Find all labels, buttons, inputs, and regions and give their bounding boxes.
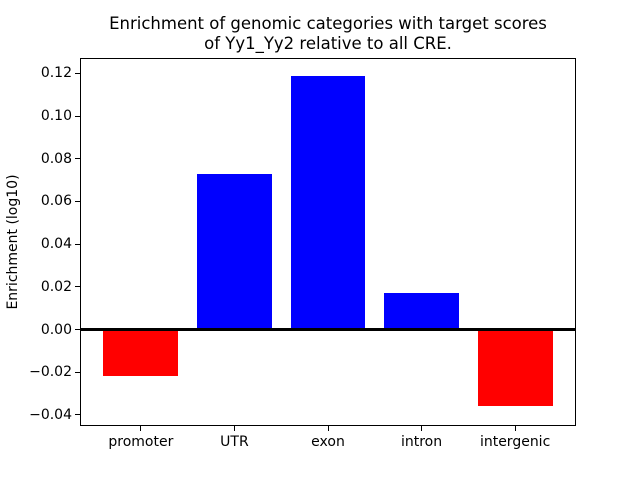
y-tick-mark xyxy=(75,115,80,117)
y-axis-label: Enrichment (log10) xyxy=(5,174,21,310)
bar-exon xyxy=(290,75,366,330)
y-tick-label: −0.02 xyxy=(29,364,72,381)
y-tick-label: 0.00 xyxy=(40,321,72,338)
y-tick-label: 0.12 xyxy=(40,65,72,82)
x-tick-mark xyxy=(514,425,516,431)
y-tick-mark xyxy=(75,371,80,373)
y-tick-label: 0.02 xyxy=(40,278,72,295)
x-tick-mark xyxy=(233,425,235,431)
bar-promoter xyxy=(103,329,179,377)
y-tick-mark xyxy=(75,200,80,202)
bar-intron xyxy=(384,293,459,330)
x-tick-label-exon: exon xyxy=(311,433,345,450)
y-tick-label: 0.06 xyxy=(40,193,72,210)
x-tick-label-intron: intron xyxy=(400,433,443,450)
x-tick-label-promoter: promoter xyxy=(108,433,174,450)
y-tick-mark xyxy=(75,72,80,74)
y-tick-mark xyxy=(75,243,80,245)
x-tick-label-intergenic: intergenic xyxy=(479,433,551,450)
x-tick-label-UTR: UTR xyxy=(220,433,249,450)
y-tick-label: 0.04 xyxy=(40,236,72,253)
chart-title-line-2: of Yy1_Yy2 relative to all CRE. xyxy=(204,34,452,53)
bar-intergenic xyxy=(477,329,553,407)
y-tick-label: 0.08 xyxy=(40,150,72,167)
y-tick-mark xyxy=(75,158,80,160)
x-tick-mark xyxy=(140,425,142,431)
x-tick-mark xyxy=(421,425,423,431)
x-tick-mark xyxy=(327,425,329,431)
y-tick-label: 0.10 xyxy=(40,108,72,125)
plot-area: −0.04 −0.02 0.00 0.02 0.04 0.06 0.08 0.10 0.12 pr… xyxy=(29,57,576,450)
y-tick-mark xyxy=(75,286,80,288)
y-tick-label: −0.04 xyxy=(29,406,72,423)
y-tick-mark xyxy=(75,329,80,331)
y-tick-mark xyxy=(75,414,80,416)
chart-title-line-1: Enrichment of genomic categories with ta… xyxy=(109,14,547,33)
zero-baseline xyxy=(81,328,575,332)
bar-UTR xyxy=(197,173,272,330)
chart-title: Enrichment of genomic categories with ta… xyxy=(80,14,576,54)
